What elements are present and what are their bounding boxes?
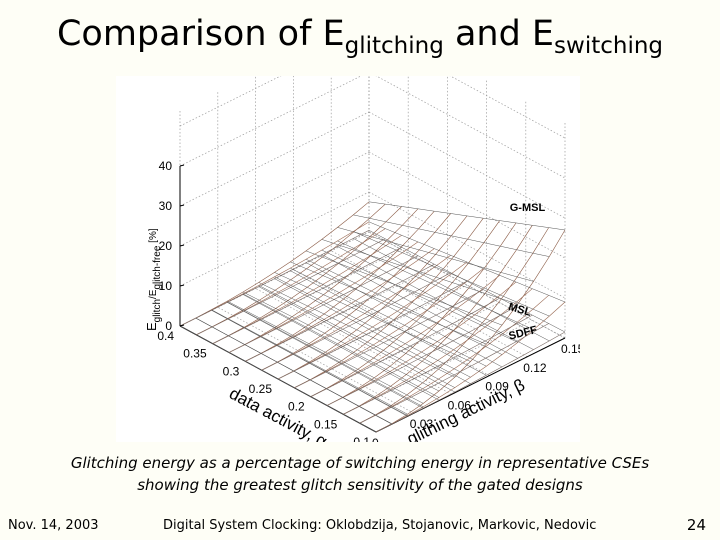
surface-mesh-line — [368, 221, 566, 303]
surface-mesh-line — [353, 238, 550, 342]
surface-mesh-line — [305, 258, 503, 355]
z-tick-mark — [179, 164, 185, 167]
surface-mesh-line — [227, 302, 424, 409]
surface-mesh-line — [290, 267, 487, 367]
title-text-main: Comparison of E — [56, 14, 345, 54]
series-label-g-msl: G-MSL — [510, 202, 546, 214]
footer-date: Nov. 14, 2003 — [8, 518, 99, 533]
x-axis-title: data activity, α — [226, 384, 330, 442]
page-number: 24 — [686, 516, 706, 534]
footer-title: Digital System Clocking: Oklobdzija, Sto… — [163, 518, 597, 533]
series-label-sdff: SDFF — [508, 324, 539, 343]
grid-zline-left-wall — [179, 31, 370, 127]
surface-mesh-line — [179, 325, 377, 433]
surface-mesh-line — [368, 201, 566, 231]
surface-mesh-line — [242, 291, 440, 392]
grid-zline-right-wall — [368, 151, 566, 259]
y-tick-label: 0.15 — [561, 342, 580, 356]
surface-mesh-line — [245, 248, 435, 362]
series-label-msl: MSL — [507, 301, 533, 319]
y-tick-label: 0.06 — [448, 398, 472, 412]
y-tick-label: 0.03 — [410, 417, 434, 431]
z-axis-title: Eglitch/Eglitch-free [%] — [144, 228, 163, 331]
surface-mesh-line — [274, 276, 471, 378]
z-tick-mark — [179, 244, 185, 247]
figure-caption: Glitching energy as a percentage of swit… — [0, 452, 720, 496]
surface-mesh-line — [321, 249, 518, 343]
x-tick-label: 0.4 — [157, 329, 174, 343]
grid-zline-right-wall — [368, 71, 566, 179]
page-title: Comparison of Eglitching and Eswitching — [0, 14, 720, 59]
chart-surfaces — [179, 201, 566, 433]
surface-mesh-line — [211, 310, 408, 417]
x-tick-label: 0.1 — [353, 435, 370, 442]
surface-mesh-line — [227, 301, 424, 408]
surface-mesh-line — [368, 230, 566, 333]
surface-mesh-line — [258, 282, 455, 378]
surface-mesh-line — [321, 254, 518, 359]
z-tick-label: 30 — [159, 199, 173, 213]
y-tick-label: 0.09 — [485, 380, 509, 394]
x-tick-label: 0.25 — [249, 382, 273, 396]
title-text-mid: and E — [443, 14, 555, 54]
surface-mesh-line — [212, 206, 402, 344]
surface-mesh-line — [277, 215, 468, 380]
surface-mesh-line — [258, 286, 455, 393]
surface-mesh-line — [242, 294, 440, 401]
z-tick-label: 10 — [159, 279, 173, 293]
z-tick-label: 40 — [159, 159, 173, 173]
grid-zline-right-wall — [368, 111, 566, 219]
caption-line-1: Glitching energy as a percentage of swit… — [70, 454, 650, 472]
surface-mesh-line — [258, 285, 455, 388]
chart-grid — [179, 16, 566, 433]
surface-mesh-line — [242, 293, 440, 398]
y-tick-label: 0.12 — [523, 361, 547, 375]
surface-mesh-line — [337, 227, 534, 282]
surface-chart: G-MSL MSL SDFF 0 10 20 30 40 0.4 0.35 0.3 0.25 0.2 0.… — [116, 16, 585, 451]
z-tick-mark — [179, 204, 185, 207]
caption-line-2: showing the greatest glitch sensitivity … — [137, 476, 583, 494]
surface-mesh-line — [290, 270, 487, 376]
surface-chart-svg: G-MSL MSL SDFF 0 10 20 30 40 0.4 0.35 0.3 0.25 0.2 0.… — [144, 16, 585, 451]
title-subscript-glitching: glitching — [344, 33, 444, 59]
grid-zline-left-wall — [179, 151, 370, 247]
surface-mesh-line — [274, 278, 471, 384]
z-tick-label: 0 — [165, 319, 172, 333]
x-tick-label: 0.15 — [314, 417, 338, 431]
chart-labels: G-MSL MSL SDFF 0 10 20 30 40 0.4 0.35 0.3 0.25 0.2 0.… — [144, 159, 585, 451]
surface-mesh-line — [305, 262, 503, 368]
surface-mesh-line — [195, 317, 392, 425]
grid-zline-right-wall — [368, 31, 566, 139]
z-tick-mark — [179, 284, 185, 287]
surface-mesh-line — [211, 309, 408, 415]
surface-sdff — [179, 230, 566, 433]
grid-zline-right-wall — [368, 231, 566, 339]
z-tick-mark — [179, 324, 185, 327]
surface-mesh-line — [227, 300, 424, 404]
grid-zline-right-wall — [368, 191, 566, 299]
title-subscript-switching: switching — [554, 33, 664, 59]
y-tick-label: 0 — [372, 436, 379, 442]
surface-mesh-line — [274, 272, 471, 362]
x-tick-label: 0.2 — [288, 400, 305, 414]
z-tick-label: 20 — [159, 239, 173, 253]
x-tick-label: 0.3 — [223, 364, 240, 378]
grid-zline-left-wall — [179, 111, 370, 207]
surface-mesh-line — [353, 231, 550, 317]
surface-mesh-line — [353, 214, 550, 257]
x-tick-label: 0.35 — [183, 347, 207, 361]
surface-mesh-line — [337, 246, 534, 350]
grid-zline-left-wall — [179, 71, 370, 167]
grid-zline-left-wall — [179, 191, 370, 287]
